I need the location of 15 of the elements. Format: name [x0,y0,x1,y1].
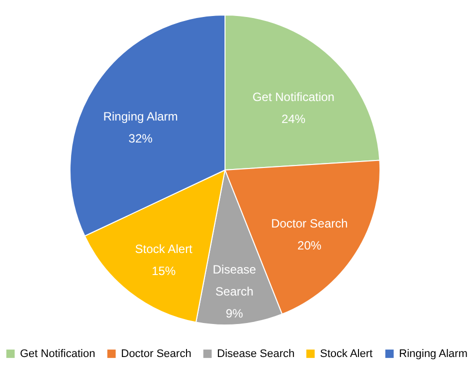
data-label: 24% [281,112,306,126]
slice-label: Get Notification [252,90,334,104]
slice-label: Ringing Alarm [103,109,178,124]
legend-label: Get Notification [20,348,96,360]
legend-label: Ringing Alarm [399,348,468,360]
slice-label: Stock Alert [135,242,194,256]
slice-label: Disease Search [212,262,256,299]
slice-label: Doctor Search [271,216,348,231]
legend-label: Disease Search [217,348,295,360]
legend-label: Doctor Search [121,348,192,360]
legend-label: Stock Alert [320,348,373,360]
data-label: 20% [297,238,322,253]
data-label: 32% [128,131,153,146]
data-label: 15% [152,264,176,278]
data-label: 9% [226,306,244,321]
